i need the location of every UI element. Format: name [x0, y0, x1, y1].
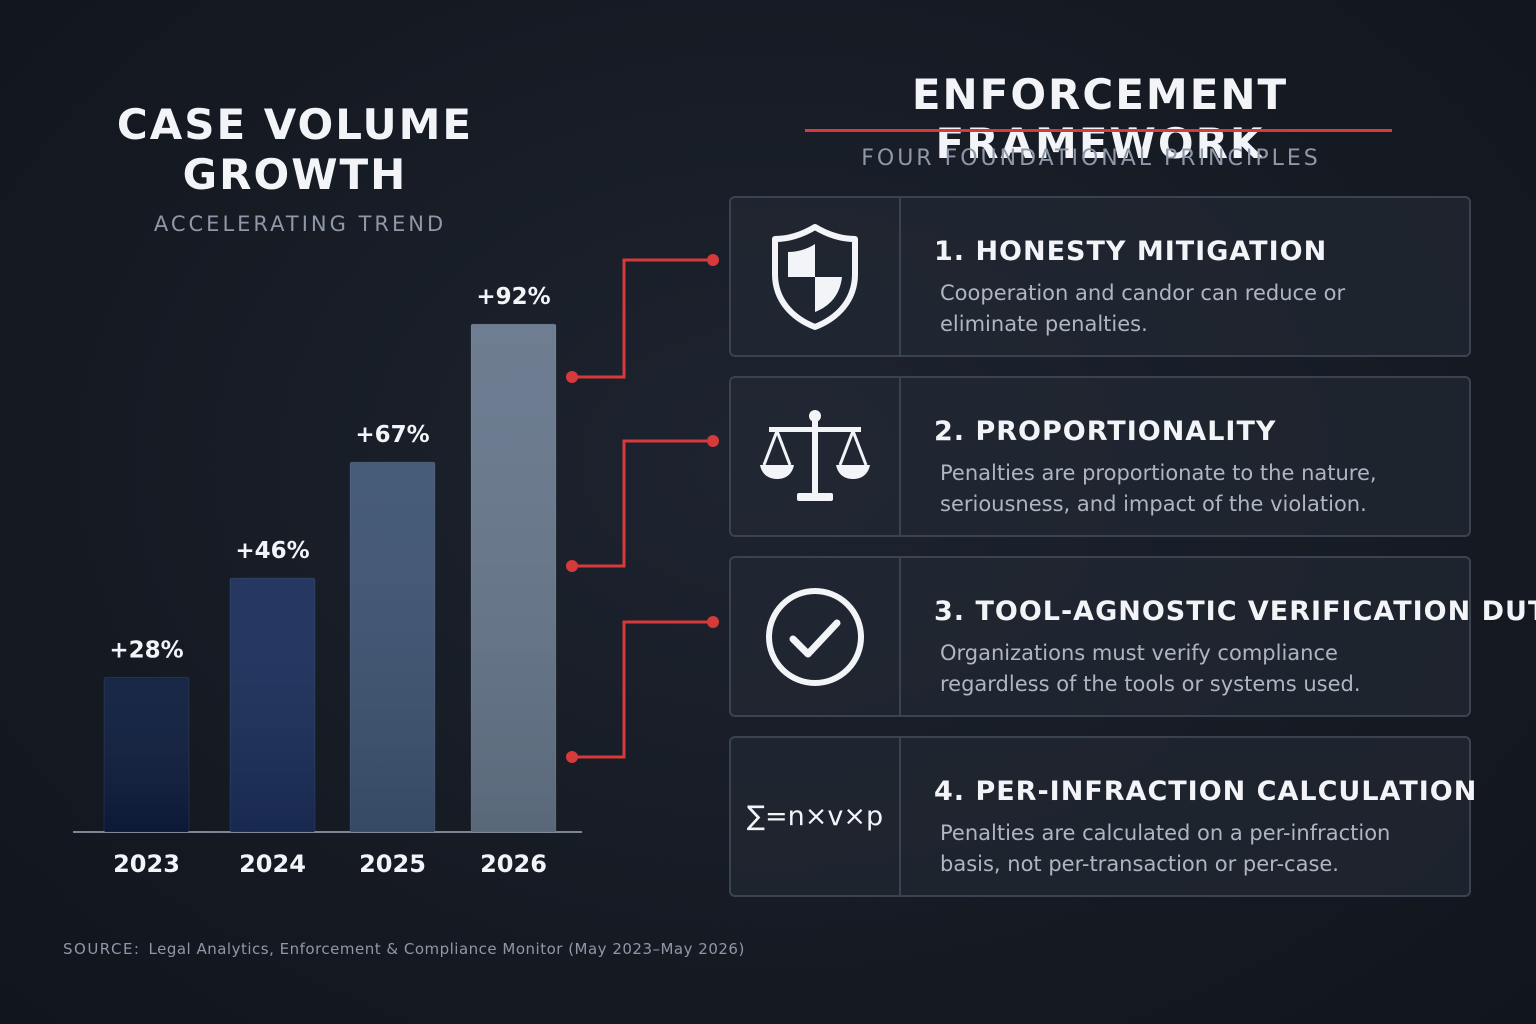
x-tick-label-2026: 2026 [480, 850, 547, 878]
bar-shade-2023 [104, 677, 189, 832]
source-label: SOURCE: [63, 940, 141, 958]
x-tick-label-2024: 2024 [239, 850, 306, 878]
principle-card-honesty-mitigation: 1. HONESTY MITIGATION Cooperation and ca… [729, 196, 1471, 357]
chart-title-line-1: CASE VOLUME [116, 100, 474, 149]
connector-dot-2-start [566, 560, 578, 572]
principle-card-tool-agnostic-verification: 3. TOOL-AGNOSTIC VERIFICATION DUTY Organ… [729, 556, 1536, 717]
value-label-2026: +92% [476, 284, 550, 310]
connector-dot-3-end [707, 616, 719, 628]
bar-shade-2026 [471, 324, 556, 832]
framework-title-underline [805, 129, 1392, 132]
principle-icon-cell: ∑=n×v×p [731, 738, 901, 895]
framework-title: ENFORCEMENT FRAMEWORK [911, 70, 1289, 168]
principle-description: Penalties are calculated on a per-infrac… [940, 821, 1391, 876]
chart-title-line-2: GROWTH [182, 150, 408, 199]
principle-heading: 4. PER-INFRACTION CALCULATION [934, 776, 1478, 807]
chart-title: CASE VOLUME GROWTH [95, 100, 495, 200]
connector-dot-3-start [566, 751, 578, 763]
principle-icon-cell [731, 378, 901, 535]
value-label-2024: +46% [235, 538, 309, 564]
connector-dot-1-end [707, 254, 719, 266]
connector-line-1 [572, 258, 713, 379]
formula-icon: ∑=n×v×p [746, 801, 884, 832]
connector-dot-1-start [566, 371, 578, 383]
principle-description: Organizations must verify compliance reg… [940, 641, 1361, 696]
principle-card-per-infraction-calculation: ∑=n×v×p 4. PER-INFRACTION CALCULATION Pe… [729, 736, 1476, 897]
source-note: SOURCE: Legal Analytics, Enforcement & Co… [63, 940, 745, 958]
connector-dot-2-end [707, 435, 719, 447]
connector-line-2 [572, 439, 713, 568]
chart-subtitle: ACCELERATING TREND [153, 212, 447, 236]
x-tick-label-2023: 2023 [113, 850, 180, 878]
scales-icon [760, 409, 870, 501]
principle-heading: 3. TOOL-AGNOSTIC VERIFICATION DUTY [934, 596, 1536, 627]
bar-shade-2024 [230, 578, 315, 832]
principle-description: Cooperation and candor can reduce or eli… [940, 281, 1346, 336]
value-label-2025: +67% [355, 422, 429, 448]
principle-heading: 1. HONESTY MITIGATION [934, 236, 1328, 267]
bar-chart: +28% 2023 +46% 2024 +67% 2025 +92% 2026 [73, 254, 719, 878]
principle-description: Penalties are proportionate to the natur… [940, 461, 1377, 516]
principle-icon-cell [731, 198, 901, 355]
framework-subtitle: FOUR FOUNDATIONAL PRINCIPLES [861, 146, 1321, 171]
principle-card-proportionality: 2. PROPORTIONALITY Penalties are proport… [729, 376, 1471, 537]
connector-line-3 [572, 620, 713, 759]
source-text: Legal Analytics, Enforcement & Complianc… [148, 940, 745, 958]
principle-heading: 2. PROPORTIONALITY [934, 416, 1277, 447]
principle-icon-cell [731, 558, 901, 715]
x-tick-label-2025: 2025 [359, 850, 426, 878]
bar-shade-2025 [350, 462, 435, 832]
value-label-2023: +28% [109, 637, 183, 663]
check-circle-icon [766, 587, 864, 686]
shield-icon [772, 223, 858, 330]
